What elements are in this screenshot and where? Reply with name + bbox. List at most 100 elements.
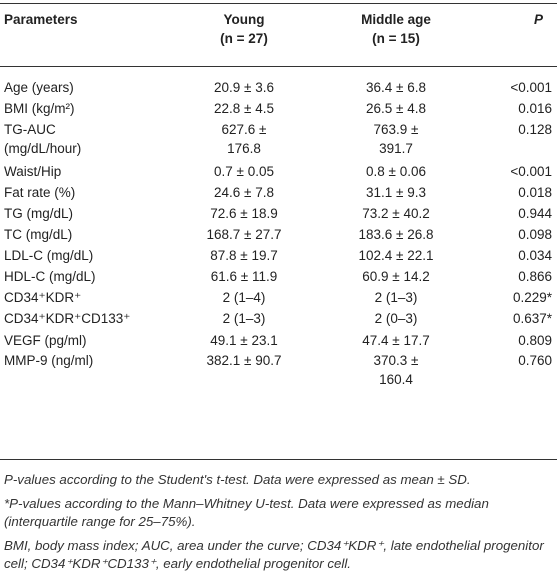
cell-young-line: 2 (1–4): [222, 290, 266, 305]
cell-parameter: CD34⁺KDR⁺: [0, 288, 168, 309]
table-row: HDL-C (mg/dL) 61.6 ± 11.9 60.9 ± 14.2 0.866: [0, 267, 557, 288]
cell-middle-age: 31.1 ± 9.3: [320, 183, 472, 204]
cell-middle-age-line: 36.4 ± 6.8: [366, 80, 426, 95]
cell-parameter-line: Age (years): [4, 80, 74, 95]
cell-young: 2 (1–3): [168, 309, 320, 331]
cell-p-value: 0.809: [472, 331, 557, 351]
cell-middle-age-line: 183.6 ± 26.8: [358, 227, 434, 242]
cell-young: 49.1 ± 23.1: [168, 331, 320, 351]
cell-parameter: MMP-9 (ng/ml): [0, 351, 168, 393]
cell-middle-age: 73.2 ± 40.2: [320, 204, 472, 225]
header-rule: [0, 66, 557, 67]
cell-middle-age-line: 102.4 ± 22.1: [358, 248, 434, 263]
cell-young: 22.8 ± 4.5: [168, 99, 320, 120]
cell-parameter: BMI (kg/m²): [0, 99, 168, 120]
table-row: MMP-9 (ng/ml) 382.1 ± 90.7 370.3 ± 160.4 0.7…: [0, 351, 557, 393]
table-row: Age (years) 20.9 ± 3.6 36.4 ± 6.8 <0.001: [0, 78, 557, 99]
table-row: CD34⁺KDR⁺ 2 (1–4) 2 (1–3) 0.229*: [0, 288, 557, 309]
cell-young-line: 2 (1–3): [222, 311, 266, 326]
cell-middle-age: 60.9 ± 14.2: [320, 267, 472, 288]
cell-p-value-line: 0.760: [518, 353, 552, 368]
cell-young-line: 87.8 ± 19.7: [210, 248, 278, 263]
cell-p-value: 0.016: [472, 99, 557, 120]
cell-middle-age-line: 370.3 ±: [373, 353, 419, 368]
cell-middle-age-line: 60.9 ± 14.2: [362, 269, 430, 284]
cell-middle-age: 26.5 ± 4.8: [320, 99, 472, 120]
cell-p-value-line: 0.944: [518, 206, 552, 221]
cell-parameter: LDL-C (mg/dL): [0, 246, 168, 267]
cell-young-line: 20.9 ± 3.6: [214, 80, 274, 95]
cell-young: 382.1 ± 90.7: [168, 351, 320, 393]
cell-young: 72.6 ± 18.9: [168, 204, 320, 225]
cell-p-value: <0.001: [472, 78, 557, 99]
header-middle-n: (n = 15): [372, 31, 420, 46]
table-row: CD34⁺KDR⁺CD133⁺ 2 (1–3) 2 (0–3) 0.637*: [0, 309, 557, 331]
cell-middle-age-line: 47.4 ± 17.7: [362, 333, 430, 348]
cell-parameter: HDL-C (mg/dL): [0, 267, 168, 288]
cell-middle-age-line: 391.7: [379, 141, 413, 156]
cell-parameter-line: TG-AUC: [4, 122, 56, 137]
cell-young-line: 627.6 ±: [221, 122, 267, 137]
cell-middle-age: 0.8 ± 0.06: [320, 162, 472, 183]
header-young-n: (n = 27): [220, 31, 268, 46]
footnote-ttest: P-values according to the Student's t-te…: [4, 472, 471, 487]
cell-p-value: 0.229*: [472, 288, 557, 309]
cell-parameter-line: BMI (kg/m²): [4, 101, 75, 116]
header-parameters: Parameters: [4, 12, 78, 27]
cell-parameter: Fat rate (%): [0, 183, 168, 204]
cell-young-line: 382.1 ± 90.7: [206, 353, 282, 368]
cell-p-value-line: 0.637*: [512, 311, 552, 326]
cell-middle-age-line: 26.5 ± 4.8: [366, 101, 426, 116]
table-row: Waist/Hip 0.7 ± 0.05 0.8 ± 0.06 <0.001: [0, 162, 557, 183]
cell-young: 87.8 ± 19.7: [168, 246, 320, 267]
cell-young: 61.6 ± 11.9: [168, 267, 320, 288]
cell-parameter: CD34⁺KDR⁺CD133⁺: [0, 309, 168, 331]
cell-young-line: 168.7 ± 27.7: [206, 227, 282, 242]
cell-parameter: TC (mg/dL): [0, 225, 168, 246]
header-p: P: [533, 12, 543, 27]
cell-p-value: 0.098: [472, 225, 557, 246]
header-middle-age: Middle age (n = 15): [320, 10, 472, 78]
cell-young: 168.7 ± 27.7: [168, 225, 320, 246]
cell-parameter-line: Fat rate (%): [4, 185, 76, 200]
cell-parameter-line: HDL-C (mg/dL): [4, 269, 96, 284]
cell-middle-age-line: 73.2 ± 40.2: [362, 206, 430, 221]
cell-p-value: 0.128: [472, 120, 557, 162]
cell-young-line: 49.1 ± 23.1: [210, 333, 278, 348]
cell-p-value-line: 0.809: [518, 333, 552, 348]
cell-middle-age: 370.3 ± 160.4: [320, 351, 472, 393]
cell-parameter: TG-AUC (mg/dL/hour): [0, 120, 168, 162]
cell-p-value: 0.637*: [472, 309, 557, 331]
cell-parameter-line: LDL-C (mg/dL): [4, 248, 94, 263]
table-row: BMI (kg/m²) 22.8 ± 4.5 26.5 ± 4.8 0.016: [0, 99, 557, 120]
cell-middle-age-line: 2 (0–3): [374, 311, 418, 326]
cell-parameter-line: MMP-9 (ng/ml): [4, 353, 94, 368]
cell-middle-age: 763.9 ± 391.7: [320, 120, 472, 162]
top-rule: [0, 3, 557, 4]
cell-young-line: 176.8: [227, 141, 261, 156]
cell-middle-age: 47.4 ± 17.7: [320, 331, 472, 351]
cell-young: 627.6 ± 176.8: [168, 120, 320, 162]
footnote-abbreviations: BMI, body mass index; AUC, area under th…: [4, 537, 544, 572]
cell-middle-age-line: 0.8 ± 0.06: [366, 164, 426, 179]
table-row: VEGF (pg/ml) 49.1 ± 23.1 47.4 ± 17.7 0.809: [0, 331, 557, 351]
cell-p-value-line: 0.016: [518, 101, 552, 116]
cell-p-value: 0.034: [472, 246, 557, 267]
cell-p-value-line: 0.128: [518, 122, 552, 137]
cell-young: 24.6 ± 7.8: [168, 183, 320, 204]
cell-p-value: 0.018: [472, 183, 557, 204]
table-row: TG-AUC (mg/dL/hour) 627.6 ± 176.8 763.9 ± 391…: [0, 120, 557, 162]
cell-p-value-line: <0.001: [510, 164, 552, 179]
cell-young-line: 0.7 ± 0.05: [214, 164, 274, 179]
table-body: Age (years) 20.9 ± 3.6 36.4 ± 6.8 <0.001 BMI…: [0, 78, 557, 393]
table-row: TC (mg/dL) 168.7 ± 27.7 183.6 ± 26.8 0.098: [0, 225, 557, 246]
cell-middle-age: 2 (0–3): [320, 309, 472, 331]
cell-parameter-line: CD34⁺KDR⁺: [4, 290, 82, 305]
bottom-rule: [0, 459, 557, 460]
cell-middle-age-line: 160.4: [379, 372, 413, 387]
cell-p-value-line: 0.034: [518, 248, 552, 263]
cell-young-line: 72.6 ± 18.9: [210, 206, 278, 221]
cell-parameter-line: TG (mg/dL): [4, 206, 74, 221]
cell-young-line: 61.6 ± 11.9: [210, 269, 278, 284]
